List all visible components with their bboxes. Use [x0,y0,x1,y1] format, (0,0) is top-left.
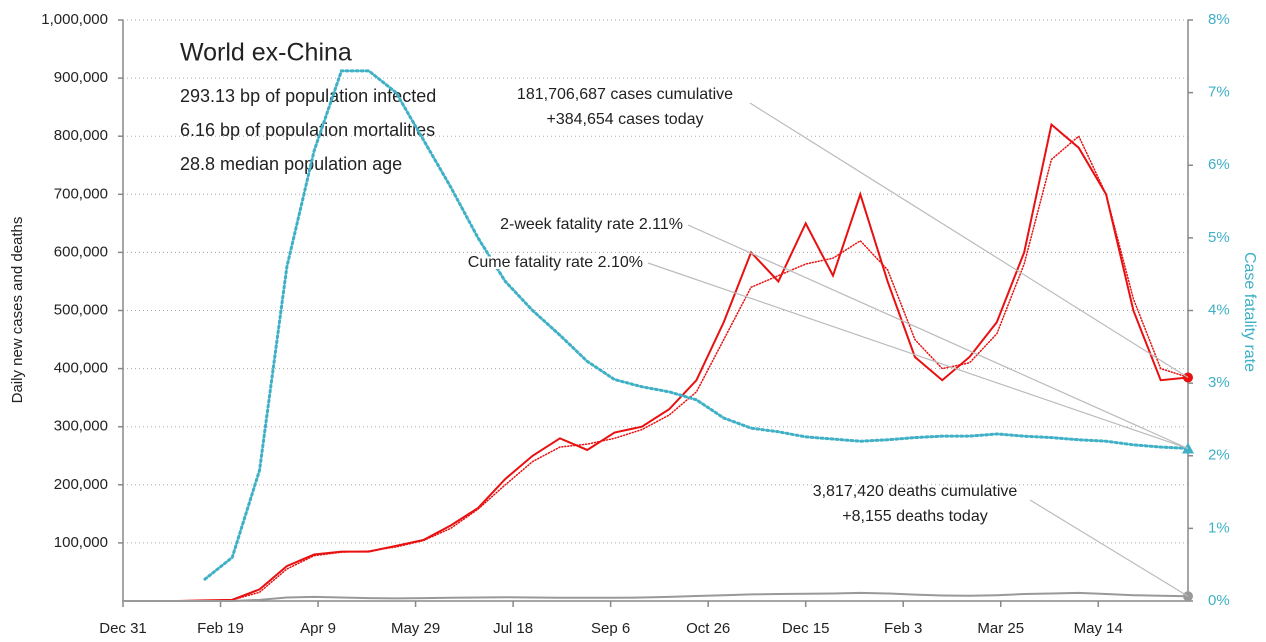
y2-tick-label: 6% [1208,156,1230,173]
annotation: Cume fatality rate 2.10% [468,254,643,271]
y2-axis-label: Case fatality rate [1241,252,1258,372]
x-tick-label: May 14 [1074,620,1123,637]
y-tick-label: 600,000 [54,243,108,260]
x-tick-label: Oct 26 [686,620,730,637]
y-axis-label: Daily new cases and deaths [9,217,26,404]
chart-title: World ex-China [180,39,352,67]
y-tick-label: 200,000 [54,476,108,493]
y-tick-label: 100,000 [54,534,108,551]
stat-line: 6.16 bp of population mortalities [180,120,435,140]
y2-tick-label: 0% [1208,592,1230,609]
x-tick-label: Sep 6 [591,620,630,637]
y-tick-label: 1,000,000 [41,11,108,28]
y-tick-label: 500,000 [54,301,108,318]
annotation: +384,654 cases today [546,111,703,128]
x-tick-label: Dec 15 [782,620,830,637]
y2-tick-label: 2% [1208,447,1230,464]
y-tick-label: 700,000 [54,185,108,202]
x-tick-label: Mar 25 [977,620,1024,637]
y-tick-label: 400,000 [54,360,108,377]
y2-tick-label: 4% [1208,301,1230,318]
y2-tick-label: 3% [1208,374,1230,391]
x-tick-label: Jul 18 [493,620,533,637]
y-tick-label: 300,000 [54,418,108,435]
x-tick-label: May 29 [391,620,440,637]
y2-tick-label: 1% [1208,519,1230,536]
leader-line [1029,499,1189,597]
leader-line [647,262,1189,450]
y2-tick-label: 8% [1208,11,1230,28]
annotation: 3,817,420 deaths cumulative [813,483,1018,500]
stat-line: 28.8 median population age [180,154,402,174]
annotation: 181,706,687 cases cumulative [517,86,733,103]
x-tick-label: Dec 31 [99,620,147,637]
series-line [122,134,1189,602]
stat-line: 293.13 bp of population infected [180,86,436,106]
leader-line [687,224,1189,450]
x-tick-label: Feb 19 [197,620,244,637]
leader-line [749,102,1189,379]
series-line [122,122,1189,602]
y-tick-label: 900,000 [54,69,108,86]
x-tick-label: Feb 3 [884,620,922,637]
y-tick-label: 800,000 [54,127,108,144]
y2-tick-label: 7% [1208,84,1230,101]
series-line [203,69,1190,581]
series-line [122,591,1189,602]
annotation: +8,155 deaths today [842,508,987,525]
x-tick-label: Apr 9 [300,620,336,637]
y2-tick-label: 5% [1208,229,1230,246]
annotation: 2-week fatality rate 2.11% [500,216,683,233]
